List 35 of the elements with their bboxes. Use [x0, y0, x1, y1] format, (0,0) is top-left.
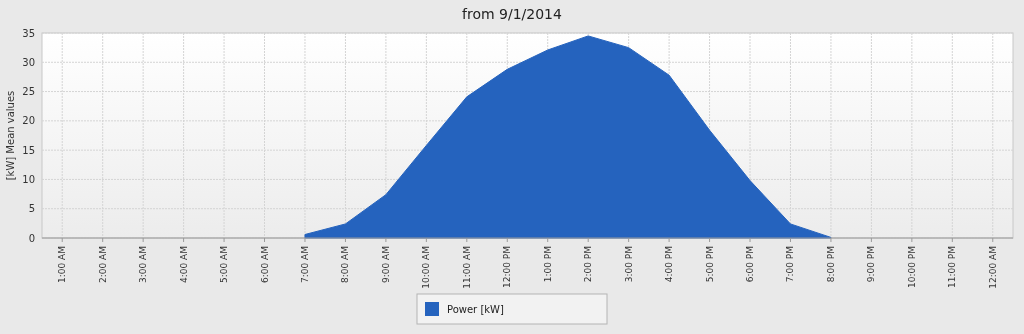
x-tick-label: 12:00 AM — [987, 246, 998, 289]
chart-title: from 9/1/2014 — [462, 6, 563, 22]
x-tick-label: 1:00 AM — [57, 246, 68, 283]
y-tick-label: 25 — [22, 86, 35, 98]
x-tick-label: 4:00 AM — [178, 246, 189, 283]
x-tick-label: 12:00 PM — [502, 246, 513, 288]
y-tick-label: 20 — [22, 115, 35, 127]
x-tick-label: 9:00 AM — [380, 246, 391, 283]
x-tick-label: 9:00 PM — [866, 246, 877, 283]
x-tick-label: 5:00 AM — [219, 246, 230, 283]
x-tick-label: 1:00 PM — [542, 246, 553, 283]
x-tick-label: 8:00 AM — [340, 246, 351, 283]
x-tick-label: 10:00 PM — [906, 246, 917, 288]
y-tick-label: 30 — [22, 56, 35, 68]
x-tick-label: 2:00 PM — [583, 246, 594, 283]
x-tick-label: 8:00 PM — [825, 246, 836, 283]
x-tick-label: 7:00 PM — [785, 246, 796, 283]
x-tick-label: 6:00 AM — [259, 246, 270, 283]
x-tick-label: 11:00 AM — [461, 246, 472, 289]
y-tick-label: 10 — [22, 173, 35, 185]
x-tick-label: 4:00 PM — [664, 246, 675, 283]
x-tick-label: 3:00 AM — [138, 246, 149, 283]
y-tick-label: 0 — [28, 232, 35, 244]
y-tick-label: 35 — [22, 27, 35, 39]
y-tick-label: 5 — [28, 203, 35, 215]
x-tick-label: 3:00 PM — [623, 246, 634, 283]
x-tick-label: 5:00 PM — [704, 246, 715, 283]
legend-label: Power [kW] — [447, 303, 504, 315]
y-axis-title: [kW] Mean values — [5, 90, 16, 181]
x-tick-label: 7:00 AM — [299, 246, 310, 283]
y-tick-label: 15 — [22, 144, 35, 156]
x-tick-label: 10:00 AM — [421, 246, 432, 289]
x-tick-label: 2:00 AM — [97, 246, 108, 283]
x-tick-label: 11:00 PM — [947, 246, 958, 288]
x-tick-label: 6:00 PM — [745, 246, 756, 283]
